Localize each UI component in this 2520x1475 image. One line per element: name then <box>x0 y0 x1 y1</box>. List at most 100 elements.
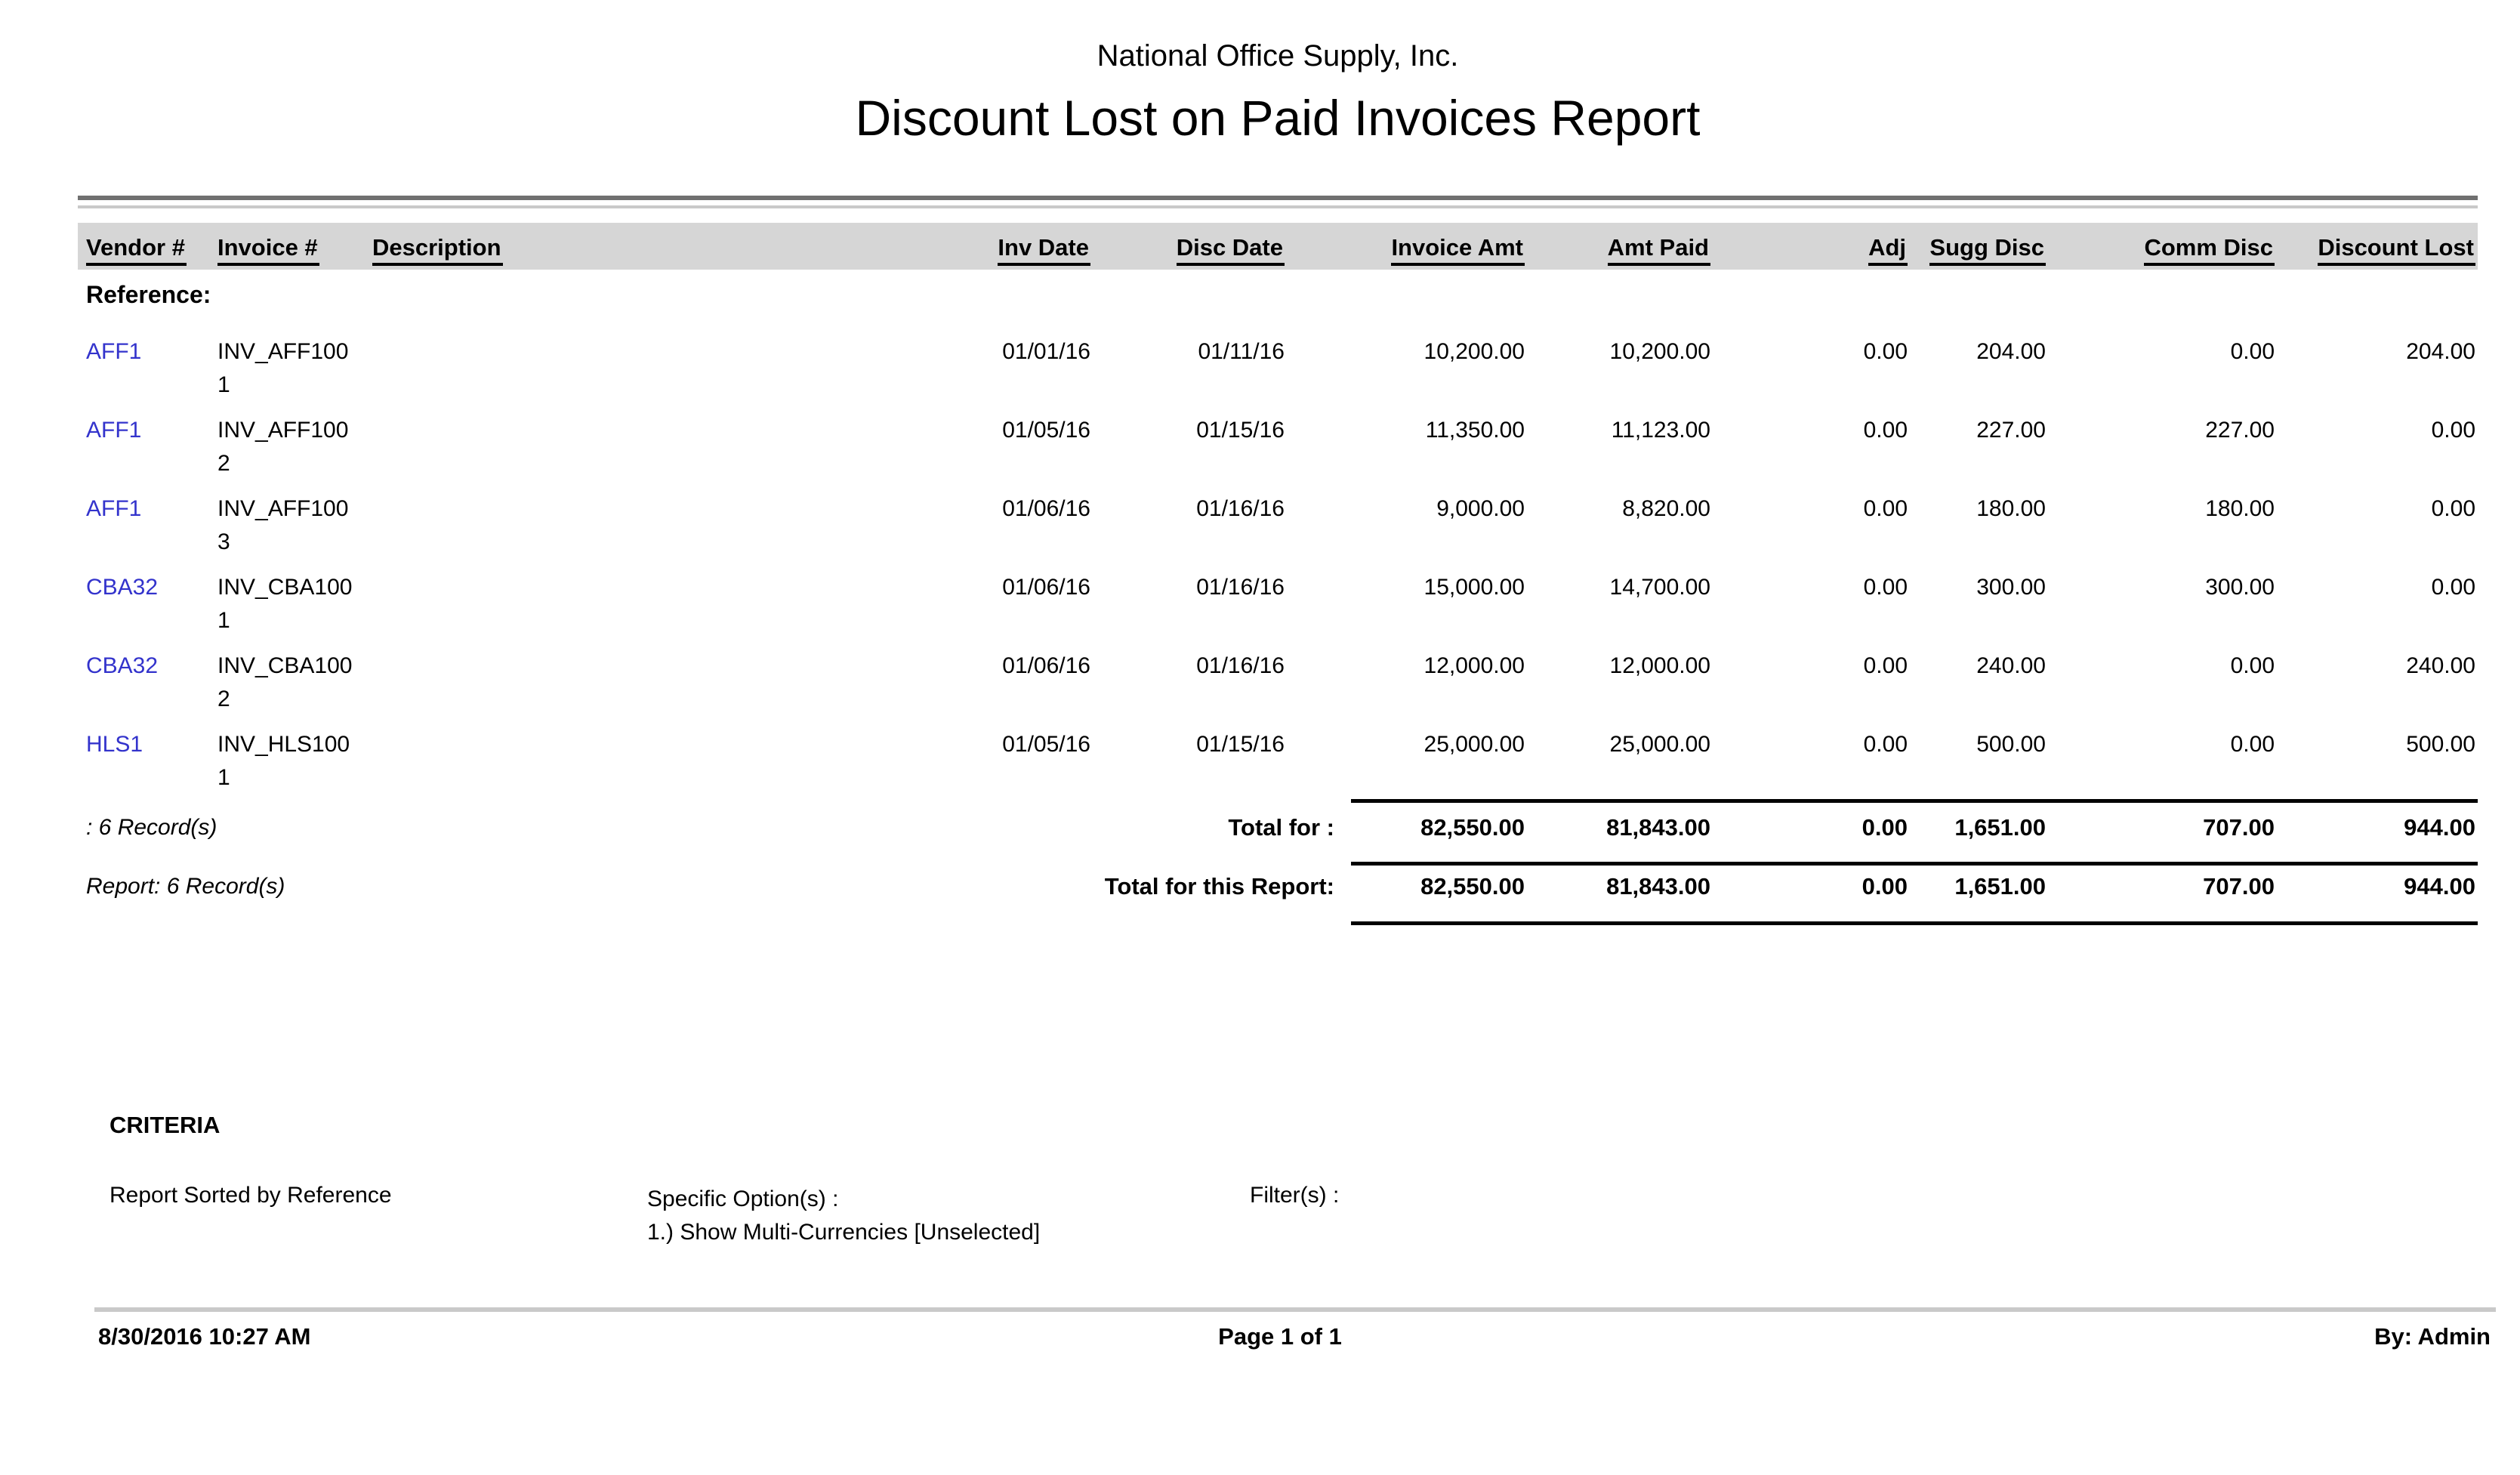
vendor-link[interactable]: CBA32 <box>86 575 159 600</box>
group-label-reference: Reference: <box>86 281 211 308</box>
invoice-number: INV_CBA1001 <box>217 575 353 633</box>
report-total-discount-lost: 944.00 <box>2404 873 2475 900</box>
invoice-amt-cell: 15,000.00 <box>1423 575 1525 600</box>
vendor-link[interactable]: AFF1 <box>86 496 142 521</box>
report-total-sugg-disc: 1,651.00 <box>1954 873 2046 900</box>
inv-date-cell: 01/05/16 <box>1002 732 1090 757</box>
disc-date-cell: 01/15/16 <box>1196 418 1285 443</box>
footer-datetime: 8/30/2016 10:27 AM <box>98 1323 311 1350</box>
amt-paid-cell: 25,000.00 <box>1609 732 1710 757</box>
comm-disc-cell: 0.00 <box>2230 653 2275 678</box>
column-header-comm-disc: Comm Disc <box>2144 235 2275 266</box>
group-total-row: : 6 Record(s) Total for : 82,550.00 81,8… <box>0 811 2520 844</box>
group-total-label: Total for : <box>1228 814 1334 841</box>
table-row: CBA32 INV_CBA1002 01/06/16 01/16/16 12,0… <box>86 650 2478 728</box>
column-header-description: Description <box>372 235 503 266</box>
invoice-amt-cell: 12,000.00 <box>1423 653 1525 678</box>
column-header-discount-lost: Discount Lost <box>2318 235 2475 266</box>
invoice-amt-cell: 10,200.00 <box>1423 339 1525 364</box>
comm-disc-cell: 227.00 <box>2205 418 2275 443</box>
group-total-adj: 0.00 <box>1861 814 1908 841</box>
footer-user: By: Admin <box>2374 1323 2491 1350</box>
sugg-disc-cell: 240.00 <box>1976 653 2046 678</box>
disc-date-cell: 01/16/16 <box>1196 575 1285 600</box>
sugg-disc-cell: 500.00 <box>1976 732 2046 757</box>
adj-cell: 0.00 <box>1863 575 1908 600</box>
adj-cell: 0.00 <box>1863 732 1908 757</box>
adj-cell: 0.00 <box>1863 653 1908 678</box>
group-total-sugg-disc: 1,651.00 <box>1954 814 2046 841</box>
footer-page-number: Page 1 of 1 <box>1218 1323 1342 1350</box>
comm-disc-cell: 300.00 <box>2205 575 2275 600</box>
criteria-heading: CRITERIA <box>109 1112 221 1138</box>
discount-lost-cell: 204.00 <box>2406 339 2475 364</box>
discount-lost-cell: 500.00 <box>2406 732 2475 757</box>
discount-lost-cell: 0.00 <box>2431 496 2475 521</box>
inv-date-cell: 01/06/16 <box>1002 575 1090 600</box>
table-row: AFF1 INV_AFF1001 01/01/16 01/11/16 10,20… <box>86 335 2478 414</box>
adj-cell: 0.00 <box>1863 418 1908 443</box>
inv-date-cell: 01/05/16 <box>1002 418 1090 443</box>
column-header-inv-date: Inv Date <box>998 235 1090 266</box>
adj-cell: 0.00 <box>1863 496 1908 521</box>
amt-paid-cell: 10,200.00 <box>1609 339 1710 364</box>
criteria-specific-options: Specific Option(s) : 1.) Show Multi-Curr… <box>647 1183 1040 1249</box>
invoice-number: INV_CBA1002 <box>217 653 353 711</box>
amt-paid-cell: 14,700.00 <box>1609 575 1710 600</box>
discount-lost-cell: 240.00 <box>2406 653 2475 678</box>
criteria-specific-options-label: Specific Option(s) : <box>647 1186 839 1211</box>
column-header-sugg-disc: Sugg Disc <box>1929 235 2046 266</box>
amt-paid-cell: 8,820.00 <box>1622 496 1710 521</box>
report-total-rule-top <box>1351 862 2478 866</box>
group-total-rule-top <box>1351 799 2478 803</box>
invoice-number: INV_AFF1002 <box>217 418 349 476</box>
page-title: Discount Lost on Paid Invoices Report <box>855 90 1701 146</box>
column-header-amt-paid: Amt Paid <box>1607 235 1710 266</box>
amt-paid-cell: 12,000.00 <box>1609 653 1710 678</box>
vendor-link[interactable]: AFF1 <box>86 418 142 443</box>
sugg-disc-cell: 300.00 <box>1976 575 2046 600</box>
title-divider-light <box>78 205 2478 208</box>
sugg-disc-cell: 204.00 <box>1976 339 2046 364</box>
criteria-specific-option-item: 1.) Show Multi-Currencies [Unselected] <box>647 1220 1041 1245</box>
inv-date-cell: 01/01/16 <box>1002 339 1090 364</box>
report-total-adj: 0.00 <box>1861 873 1908 900</box>
disc-date-cell: 01/15/16 <box>1196 732 1285 757</box>
column-header-vendor: Vendor # <box>86 235 187 266</box>
vendor-link[interactable]: CBA32 <box>86 653 159 678</box>
table-row: AFF1 INV_AFF1002 01/05/16 01/15/16 11,35… <box>86 414 2478 492</box>
vendor-link[interactable]: HLS1 <box>86 732 143 757</box>
invoice-amt-cell: 11,350.00 <box>1425 418 1525 443</box>
inv-date-cell: 01/06/16 <box>1002 653 1090 678</box>
report-record-count: Report: 6 Record(s) <box>86 874 285 899</box>
disc-date-cell: 01/11/16 <box>1198 339 1285 364</box>
group-total-amt-paid: 81,843.00 <box>1606 814 1710 841</box>
company-name: National Office Supply, Inc. <box>1097 39 1459 73</box>
inv-date-cell: 01/06/16 <box>1002 496 1090 521</box>
table-body: AFF1 INV_AFF1001 01/01/16 01/11/16 10,20… <box>78 335 2478 807</box>
amt-paid-cell: 11,123.00 <box>1611 418 1710 443</box>
table-row: HLS1 INV_HLS1001 01/05/16 01/15/16 25,00… <box>86 728 2478 807</box>
vendor-link[interactable]: AFF1 <box>86 339 142 364</box>
column-header-invoice-amt: Invoice Amt <box>1391 235 1525 266</box>
adj-cell: 0.00 <box>1863 339 1908 364</box>
title-divider-dark <box>78 196 2478 200</box>
table-row: CBA32 INV_CBA1001 01/06/16 01/16/16 15,0… <box>86 571 2478 650</box>
disc-date-cell: 01/16/16 <box>1196 653 1285 678</box>
invoice-amt-cell: 25,000.00 <box>1423 732 1525 757</box>
discount-lost-cell: 0.00 <box>2431 575 2475 600</box>
criteria-sorted-by: Report Sorted by Reference <box>109 1183 392 1208</box>
group-total-discount-lost: 944.00 <box>2404 814 2475 841</box>
report-total-label: Total for this Report: <box>1104 873 1334 900</box>
column-header-disc-date: Disc Date <box>1176 235 1285 266</box>
comm-disc-cell: 0.00 <box>2230 732 2275 757</box>
invoice-number: INV_HLS1001 <box>217 732 350 790</box>
group-total-invoice-amt: 82,550.00 <box>1420 814 1525 841</box>
column-header-adj: Adj <box>1868 235 1908 266</box>
report-total-rule-bottom <box>1351 921 2478 925</box>
invoice-number: INV_AFF1003 <box>217 496 349 554</box>
report-total-amt-paid: 81,843.00 <box>1606 873 1710 900</box>
report-total-row: Report: 6 Record(s) Total for this Repor… <box>0 870 2520 903</box>
sugg-disc-cell: 180.00 <box>1976 496 2046 521</box>
